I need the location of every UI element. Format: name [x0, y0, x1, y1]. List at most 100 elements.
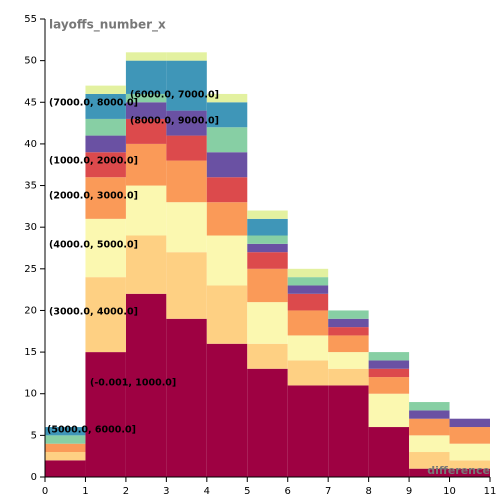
x-tick-label: 2	[123, 486, 129, 497]
bar-segment	[45, 427, 86, 436]
y-tick-label: 20	[24, 305, 37, 316]
bar-segment	[328, 310, 369, 319]
bar-segment	[85, 118, 126, 136]
bar-segment	[206, 127, 248, 153]
bar-segment	[247, 343, 288, 369]
y-tick-label: 35	[24, 181, 37, 192]
y-tick-label: 50	[24, 56, 37, 67]
bar-segment	[206, 202, 248, 236]
bar-segment	[85, 93, 126, 119]
x-tick-label: 5	[244, 486, 250, 497]
bar-segment	[409, 452, 450, 469]
bar-segment	[287, 285, 329, 294]
y-tick-label: 0	[31, 472, 37, 483]
bar-segment	[206, 152, 248, 178]
bar-segment	[85, 277, 126, 353]
bar-segment	[328, 385, 369, 477]
bar-segment	[125, 118, 167, 144]
series-label: (-0.001, 1000.0]	[90, 378, 176, 389]
y-tick-label: 25	[24, 264, 37, 275]
bar-segment	[287, 310, 329, 336]
x-tick-label: 8	[365, 486, 371, 497]
bar-segment	[328, 318, 369, 328]
bar-segment	[449, 443, 490, 461]
bar-segment	[449, 427, 490, 444]
y-tick-label: 40	[24, 139, 37, 150]
chart-title: layoffs_number_x	[49, 18, 166, 33]
bar-segment	[166, 160, 207, 203]
x-tick-label: 3	[163, 486, 169, 497]
bar-segment	[328, 335, 369, 353]
y-tick-label: 5	[31, 430, 37, 441]
bar-segment	[328, 352, 369, 369]
series-label: (1000.0, 2000.0]	[49, 156, 138, 167]
bar-segment	[247, 218, 288, 236]
bar-segment	[409, 468, 450, 477]
x-tick-label: 0	[42, 486, 48, 497]
x-tick-label: 1	[82, 486, 88, 497]
bar-segment	[247, 243, 288, 253]
bar-segment	[247, 302, 288, 344]
y-tick-label: 15	[24, 347, 37, 358]
series-label: (4000.0, 5000.0]	[49, 240, 138, 251]
bar-segment	[206, 285, 248, 344]
bar-segment	[247, 368, 288, 477]
y-tick-label: 10	[24, 389, 37, 400]
bar-segment	[125, 52, 167, 61]
bar-segment	[45, 435, 86, 444]
bar-segment	[247, 210, 288, 219]
bar-segment	[85, 135, 126, 153]
bar-segment	[409, 418, 450, 436]
bar-segment	[449, 460, 490, 469]
bar-segment	[287, 293, 329, 311]
x-tick-label: 10	[443, 486, 456, 497]
y-tick-label: 45	[24, 97, 37, 108]
bar-segment	[449, 468, 490, 477]
bar-segment	[368, 393, 410, 428]
bar-segment	[85, 85, 126, 94]
plot-area	[45, 52, 490, 477]
bar-segment	[125, 102, 167, 119]
series-label: (5000.0, 6000.0]	[47, 425, 136, 436]
bar-segment	[409, 402, 450, 411]
bar-segment	[449, 418, 490, 428]
bar-segment	[206, 235, 248, 286]
bar-segment	[45, 452, 86, 461]
bar-segment	[368, 360, 410, 369]
y-tick-label: 55	[24, 14, 37, 25]
x-tick-label: 6	[285, 486, 291, 497]
series-label: (2000.0, 3000.0]	[49, 191, 138, 202]
bar-segment	[125, 235, 167, 294]
bar-segment	[368, 377, 410, 394]
x-axis-label: difference	[427, 464, 490, 477]
bar-segment	[247, 268, 288, 303]
bar-segment	[125, 293, 167, 477]
bar-segment	[206, 177, 248, 203]
bar-segment	[328, 368, 369, 386]
bar-segment	[287, 360, 329, 386]
bar-segment	[166, 202, 207, 253]
bar-segment	[166, 135, 207, 161]
x-tick-label: 9	[406, 486, 412, 497]
bar-segment	[166, 60, 207, 111]
bar-segment	[85, 218, 126, 278]
bar-segment	[287, 277, 329, 286]
series-label: (6000.0, 7000.0]	[130, 90, 219, 101]
bar-segment	[125, 60, 167, 94]
series-label: (8000.0, 9000.0]	[130, 116, 219, 127]
bar-segment	[409, 435, 450, 453]
x-tick-label: 11	[484, 486, 497, 497]
bar-segment	[85, 152, 126, 178]
bar-segment	[125, 185, 167, 236]
y-tick-label: 30	[24, 222, 37, 233]
bar-segment	[166, 252, 207, 319]
x-tick-label: 7	[325, 486, 331, 497]
bar-segment	[125, 93, 167, 103]
bar-segment	[166, 52, 207, 61]
bar-segment	[287, 268, 329, 278]
bar-segment	[368, 352, 410, 361]
bar-segment	[166, 318, 207, 477]
bar-segment	[125, 143, 167, 186]
bar-segment	[368, 427, 410, 477]
